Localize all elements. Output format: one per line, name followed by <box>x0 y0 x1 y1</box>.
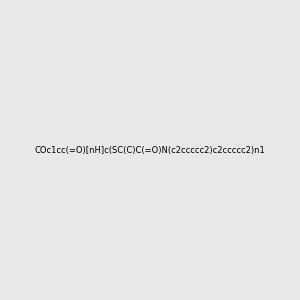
Text: COc1cc(=O)[nH]c(SC(C)C(=O)N(c2ccccc2)c2ccccc2)n1: COc1cc(=O)[nH]c(SC(C)C(=O)N(c2ccccc2)c2c… <box>34 146 266 154</box>
